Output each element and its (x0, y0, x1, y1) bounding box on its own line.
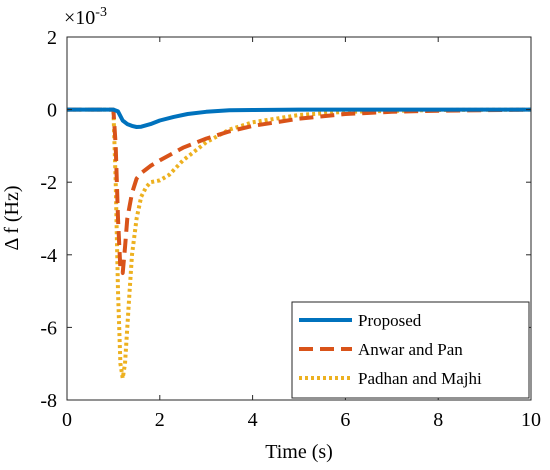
y-tick-label: -2 (40, 172, 57, 194)
legend-label: Anwar and Pan (358, 340, 463, 359)
series-line-padhan-and-majhi (67, 107, 532, 381)
y-tick-label: 2 (47, 27, 57, 49)
y-tick-label: 0 (47, 100, 57, 122)
series-line-proposed (67, 107, 531, 129)
y-exponent-label: ×10-3 (64, 5, 107, 29)
legend-items: Proposed Anwar and Pan Padhan and Majhi (299, 311, 482, 388)
y-tick-label: -4 (40, 245, 57, 267)
ticks-layer: 0 2 4 6 8 10 -8 -6 -4 -2 0 2 (40, 27, 541, 431)
y-exponent-power: -3 (95, 5, 107, 20)
legend-label: Proposed (358, 311, 422, 330)
x-tick-label: 0 (62, 409, 72, 431)
y-tick-label: -8 (40, 390, 57, 412)
y-exponent-base: ×10 (64, 7, 95, 29)
x-tick-label: 4 (248, 409, 258, 431)
y-axis-title: Δ f (Hz) (1, 185, 23, 250)
x-tick-label: 2 (155, 409, 165, 431)
legend: Proposed Anwar and Pan Padhan and Majhi (291, 301, 530, 399)
series-line-anwar-and-pan (67, 107, 532, 275)
legend-label: Padhan and Majhi (358, 369, 482, 388)
x-tick-label: 8 (433, 409, 443, 431)
y-tick-label: -6 (40, 317, 57, 339)
x-axis-title: Time (s) (265, 441, 333, 463)
series-layer (67, 107, 532, 381)
x-tick-label: 10 (521, 409, 541, 431)
axes-box (66, 36, 532, 401)
x-tick-label: 6 (340, 409, 350, 431)
